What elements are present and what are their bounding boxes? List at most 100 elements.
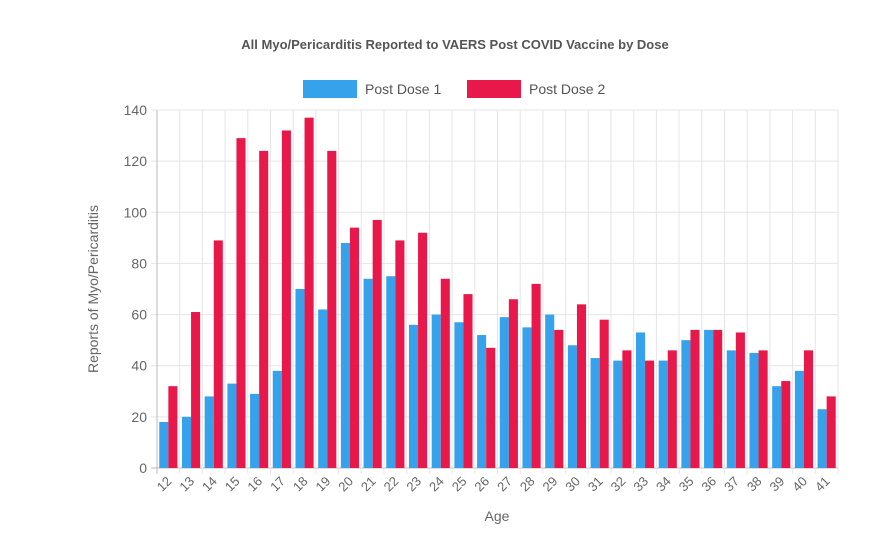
x-tick-label: 33: [630, 474, 651, 495]
x-axis-label: Age: [485, 508, 510, 524]
legend-swatch-dose-2[interactable]: [467, 80, 521, 98]
y-tick-label: 80: [131, 255, 147, 271]
bar-dose-2-age-29: [554, 329, 564, 468]
bar-dose-2-age-14: [213, 240, 223, 468]
bar-dose-2-age-39: [781, 381, 791, 468]
bar-dose-2-age-33: [645, 360, 655, 468]
bar-dose-2-age-17: [281, 130, 291, 468]
bar-dose-2-age-22: [395, 240, 405, 468]
bar-dose-1-age-34: [658, 360, 668, 468]
bar-dose-1-age-35: [681, 340, 691, 468]
bar-dose-2-age-19: [327, 150, 337, 468]
bar-dose-1-age-28: [522, 327, 532, 468]
bar-dose-1-age-19: [318, 309, 328, 468]
bar-dose-2-age-32: [622, 350, 632, 468]
y-tick-label: 140: [124, 102, 148, 118]
bar-dose-1-age-41: [817, 409, 827, 468]
bar-dose-1-age-23: [408, 324, 419, 468]
y-tick-label: 100: [124, 204, 148, 220]
x-tick-label: 36: [698, 474, 719, 495]
bar-dose-2-age-34: [667, 350, 677, 468]
x-tick-label: 25: [449, 474, 470, 495]
bar-dose-1-age-18: [295, 289, 305, 468]
y-tick-label: 40: [131, 358, 147, 374]
bar-dose-2-age-12: [168, 386, 178, 468]
bar-dose-1-age-33: [635, 332, 646, 468]
bar-dose-1-age-38: [749, 352, 759, 468]
bar-dose-1-age-13: [181, 416, 192, 468]
x-tick-label: 16: [244, 474, 265, 495]
chart-title: All Myo/Pericarditis Reported to VAERS P…: [241, 37, 668, 52]
bar-dose-2-age-30: [576, 304, 587, 468]
x-tick-label: 37: [721, 474, 742, 495]
x-tick-label: 30: [562, 474, 583, 495]
y-tick-label: 0: [139, 460, 147, 476]
bar-dose-1-age-37: [726, 350, 736, 468]
bar-dose-2-age-38: [758, 350, 768, 468]
x-tick-label: 40: [789, 474, 810, 495]
bar-dose-1-age-25: [454, 322, 464, 468]
bar-dose-2-age-24: [440, 278, 450, 468]
x-tick-label: 17: [267, 474, 288, 495]
x-tick-label: 24: [426, 474, 447, 495]
x-tick-label: 28: [517, 474, 538, 495]
x-tick-label: 21: [358, 474, 379, 495]
bar-dose-1-age-15: [227, 383, 237, 468]
bar-dose-2-age-15: [236, 138, 246, 468]
bar-dose-2-age-26: [486, 347, 496, 468]
bar-dose-1-age-17: [272, 370, 282, 468]
bar-dose-1-age-30: [567, 345, 577, 468]
x-tick-label: 13: [176, 474, 197, 495]
bar-dose-2-age-18: [304, 117, 314, 469]
x-tick-label: 14: [199, 474, 220, 495]
legend-label-dose-1[interactable]: Post Dose 1: [365, 81, 441, 97]
bar-dose-2-age-23: [418, 232, 428, 468]
x-tick-label: 41: [812, 474, 833, 495]
x-tick-label: 34: [653, 474, 674, 495]
x-tick-label: 19: [313, 474, 334, 495]
bar-dose-2-age-31: [599, 319, 609, 468]
bar-dose-1-age-39: [772, 386, 782, 468]
x-tick-label: 18: [290, 474, 311, 495]
x-tick-label: 31: [585, 474, 606, 495]
y-axis-label: Reports of Myo/Pericarditis: [85, 205, 101, 373]
x-tick-label: 20: [335, 474, 356, 495]
legend: Post Dose 1 Post Dose 2: [303, 80, 605, 98]
bar-dose-2-age-13: [191, 312, 201, 468]
bar-dose-1-age-22: [386, 276, 396, 468]
bar-dose-1-age-27: [499, 317, 509, 468]
x-tick-label: 15: [222, 474, 243, 495]
bar-dose-2-age-41: [826, 396, 836, 468]
bar-dose-1-age-32: [613, 360, 623, 468]
bar-dose-2-age-36: [713, 329, 723, 468]
bar-dose-2-age-40: [803, 350, 814, 468]
x-tick-label: 32: [608, 474, 629, 495]
x-tick-label: 39: [767, 474, 788, 495]
bar-dose-1-age-16: [250, 393, 260, 468]
bar-dose-1-age-31: [590, 358, 600, 468]
bar-dose-2-age-27: [508, 299, 518, 468]
x-tick-label: 22: [381, 474, 402, 495]
bar-dose-1-age-21: [363, 278, 373, 468]
bar-dose-2-age-20: [349, 227, 360, 468]
bar-dose-2-age-25: [463, 294, 473, 468]
bar-dose-1-age-29: [545, 314, 555, 468]
bar-dose-2-age-28: [531, 283, 541, 468]
bar-dose-1-age-24: [431, 314, 441, 468]
bar-dose-1-age-26: [477, 335, 487, 468]
x-tick-label: 38: [744, 474, 765, 495]
legend-swatch-dose-1[interactable]: [303, 80, 357, 98]
bar-dose-1-age-40: [794, 370, 804, 468]
legend-label-dose-2[interactable]: Post Dose 2: [529, 81, 605, 97]
bar-dose-2-age-21: [372, 219, 382, 468]
bar-dose-2-age-37: [735, 332, 745, 468]
x-tick-label: 23: [403, 474, 424, 495]
bar-dose-1-age-14: [204, 396, 214, 468]
y-tick-label: 20: [131, 409, 147, 425]
bar-dose-2-age-16: [259, 150, 269, 468]
x-tick-label: 26: [471, 474, 492, 495]
x-tick-label: 35: [676, 474, 697, 495]
bar-dose-2-age-35: [690, 329, 700, 468]
x-tick-label: 12: [154, 474, 175, 495]
